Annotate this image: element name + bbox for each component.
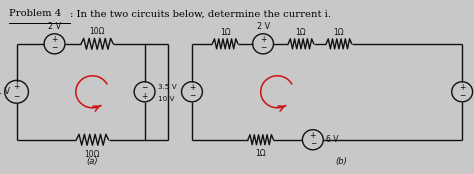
Text: (a): (a) <box>87 157 98 166</box>
Text: 1Ω: 1Ω <box>255 149 266 158</box>
Text: 1 V: 1 V <box>0 87 10 96</box>
Text: −: − <box>189 92 195 101</box>
Text: 1Ω: 1Ω <box>220 28 230 37</box>
Text: −: − <box>310 140 316 148</box>
Text: 2 V: 2 V <box>256 22 270 31</box>
Text: 1Ω: 1Ω <box>334 28 344 37</box>
Text: : In the two circuits below, determine the current i.: : In the two circuits below, determine t… <box>70 9 331 18</box>
Text: 6 V: 6 V <box>326 135 338 144</box>
Text: +: + <box>13 82 20 92</box>
Text: 1Ω: 1Ω <box>296 28 306 37</box>
Text: +: + <box>51 35 58 44</box>
Text: −: − <box>459 92 465 101</box>
Text: −: − <box>141 83 148 92</box>
Text: +: + <box>459 83 465 92</box>
Text: 10Ω: 10Ω <box>90 27 105 36</box>
Text: 10 V: 10 V <box>158 96 174 102</box>
Text: −: − <box>51 44 58 53</box>
Text: 10Ω: 10Ω <box>85 150 100 159</box>
Text: +: + <box>189 83 195 92</box>
Text: (b): (b) <box>335 157 347 166</box>
Text: +: + <box>141 92 148 101</box>
Text: 3.5 V: 3.5 V <box>158 84 177 90</box>
Text: −: − <box>13 92 20 101</box>
Text: +: + <box>310 131 316 140</box>
Text: −: − <box>260 44 266 53</box>
Text: 2 V: 2 V <box>48 22 61 31</box>
Text: +: + <box>260 35 266 44</box>
Text: Problem 4: Problem 4 <box>9 9 61 18</box>
